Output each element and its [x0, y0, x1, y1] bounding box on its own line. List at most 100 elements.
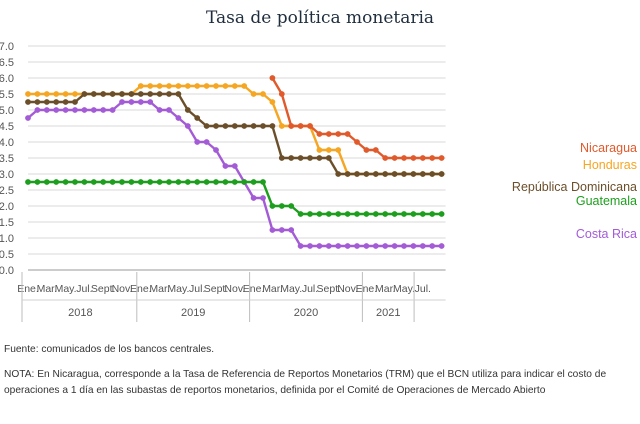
data-point — [72, 107, 78, 113]
year-label: 2020 — [294, 307, 318, 319]
data-point — [363, 243, 370, 249]
x-tick-label: Mar. — [149, 283, 169, 295]
data-point — [231, 179, 238, 185]
data-point — [429, 211, 436, 217]
data-point — [382, 211, 389, 217]
data-point — [25, 91, 31, 97]
data-point — [175, 115, 182, 121]
data-point — [53, 107, 60, 113]
data-point — [316, 131, 323, 137]
data-point — [43, 107, 50, 113]
data-point — [128, 91, 135, 97]
x-tick-label: Sept. — [91, 283, 116, 295]
data-point — [363, 211, 370, 217]
data-point — [43, 91, 50, 97]
series-label: Nicaragua — [580, 141, 637, 155]
data-point — [166, 179, 172, 185]
data-point — [410, 211, 417, 217]
data-point — [344, 243, 351, 249]
data-point — [278, 203, 285, 209]
data-point — [297, 243, 304, 249]
data-point — [419, 171, 426, 177]
data-point — [90, 179, 97, 185]
data-point — [81, 179, 88, 185]
data-point — [194, 179, 201, 185]
data-point — [269, 227, 276, 233]
x-tick-label: Mar. — [262, 283, 282, 295]
y-tick-label: 0.5 — [0, 249, 14, 261]
data-point — [213, 123, 219, 129]
data-point — [231, 83, 238, 89]
data-point — [278, 155, 285, 161]
data-point — [316, 211, 323, 217]
data-point — [81, 107, 88, 113]
data-point — [137, 99, 144, 105]
data-point — [419, 155, 426, 161]
data-point — [72, 91, 78, 97]
x-tick-label: May. — [280, 283, 302, 295]
data-point — [260, 123, 266, 129]
data-point — [203, 139, 210, 145]
data-point — [354, 171, 360, 177]
data-point — [34, 107, 41, 113]
data-point — [62, 107, 69, 113]
line-chart: 0.0 0.5 1.0 1.5 2.0 2.5 3.0 3.5 4.0 4.5 5.0 5.5 6.0 6… — [0, 41, 637, 322]
y-tick-label: 4.5 — [0, 121, 14, 133]
data-point — [269, 123, 276, 129]
data-point — [288, 203, 295, 209]
data-point — [372, 147, 379, 153]
data-point — [213, 179, 219, 185]
series-label: Costa Rica — [576, 227, 637, 241]
series-label: República Dominicana — [512, 180, 637, 194]
data-point — [307, 155, 313, 161]
x-tick-label: Ene. — [17, 283, 39, 295]
data-point — [203, 179, 210, 185]
data-point — [372, 243, 379, 249]
x-tick-label: Mar. — [375, 283, 395, 295]
data-point — [391, 243, 398, 249]
data-point — [184, 179, 191, 185]
x-tick-label: Jul. — [189, 283, 205, 295]
data-point — [297, 155, 304, 161]
data-point — [419, 211, 426, 217]
data-point — [166, 91, 172, 97]
data-point — [194, 139, 201, 145]
y-tick-label: 5.0 — [0, 105, 14, 117]
data-point — [156, 91, 163, 97]
data-point — [401, 243, 407, 249]
data-point — [109, 179, 116, 185]
data-point — [269, 99, 276, 105]
series-line — [28, 92, 442, 176]
data-point — [222, 83, 229, 89]
year-label: 2019 — [181, 307, 205, 319]
data-point — [335, 147, 342, 153]
x-tick-label: Ene. — [356, 283, 378, 295]
data-point — [109, 107, 116, 113]
data-point — [269, 75, 276, 81]
data-point — [325, 211, 332, 217]
data-point — [128, 99, 135, 105]
data-point — [156, 179, 163, 185]
data-point — [34, 91, 41, 97]
data-point — [438, 243, 445, 249]
y-tick-label: 0.0 — [0, 265, 14, 277]
data-point — [231, 123, 238, 129]
data-point — [250, 123, 257, 129]
x-tick-label: Ene. — [243, 283, 265, 295]
data-point — [250, 195, 257, 201]
x-tick-label: Nov. — [224, 283, 245, 295]
data-point — [344, 211, 351, 217]
data-point — [307, 243, 313, 249]
data-point — [241, 83, 248, 89]
x-tick-label: Nov. — [112, 283, 133, 295]
data-point — [325, 155, 332, 161]
x-tick-label: May. — [55, 283, 77, 295]
data-point — [137, 179, 144, 185]
data-point — [278, 91, 285, 97]
data-point — [250, 91, 257, 97]
x-tick-label: Mar. — [37, 283, 57, 295]
y-tick-label: 6.5 — [0, 57, 14, 69]
x-tick-label: Sept. — [317, 283, 342, 295]
data-point — [222, 179, 229, 185]
series-label: Guatemala — [576, 194, 637, 208]
